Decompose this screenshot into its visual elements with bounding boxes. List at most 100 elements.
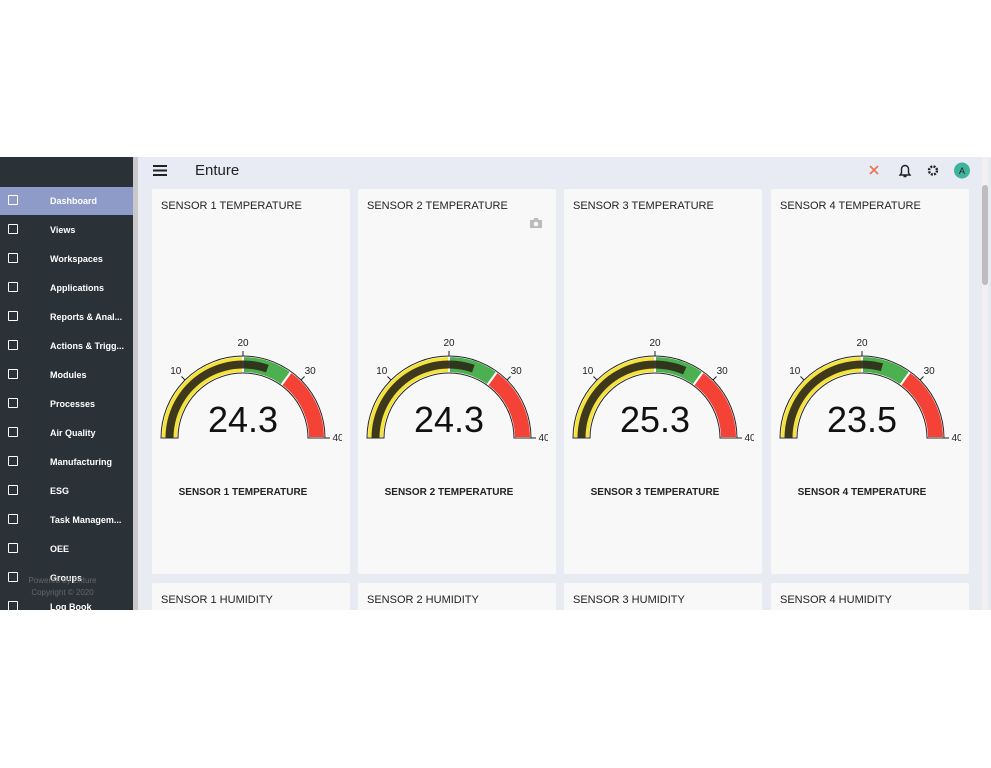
nav-icon bbox=[8, 340, 18, 350]
nav-item[interactable]: Reports & Anal... bbox=[0, 303, 133, 331]
card-title: SENSOR 4 TEMPERATURE bbox=[780, 200, 921, 212]
nav-icon bbox=[8, 253, 18, 263]
nav-label: Dashboard bbox=[50, 196, 98, 206]
nav-item[interactable]: Views bbox=[0, 216, 133, 244]
avatar[interactable] bbox=[954, 162, 970, 179]
gauge-tick-label: 10 bbox=[582, 366, 594, 377]
gauge-tick-label: 10 bbox=[170, 366, 182, 377]
nav-label: Groups bbox=[50, 573, 83, 583]
humidity-card: SENSOR 3 HUMIDITY bbox=[564, 583, 762, 610]
nav-icon bbox=[8, 601, 18, 610]
gauge-tick bbox=[593, 376, 598, 381]
gauge-label: SENSOR 2 TEMPERATURE bbox=[384, 487, 514, 498]
gauge-tick bbox=[300, 376, 305, 381]
gauge-tick-label: 20 bbox=[237, 338, 249, 349]
nav-item[interactable]: Actions & Trigg... bbox=[0, 332, 133, 360]
nav-icon bbox=[8, 427, 18, 437]
gauge-tick-label: 40 bbox=[951, 433, 961, 444]
gauge-tick bbox=[712, 376, 717, 381]
gauge-tick-label: 20 bbox=[443, 338, 455, 349]
gauge-value-bar bbox=[371, 360, 475, 438]
page-scrollbar bbox=[982, 157, 988, 610]
tools-button[interactable] bbox=[869, 165, 879, 175]
gauge-tick-label: 30 bbox=[924, 366, 936, 377]
gauge-value-bar bbox=[577, 360, 687, 438]
nav-item[interactable]: Modules bbox=[0, 361, 133, 389]
gauge-card: SENSOR 2 TEMPERATURE 10 20 30 40 24.3 SENSOR 2… bbox=[358, 189, 556, 574]
gauge-value-bar bbox=[165, 360, 269, 438]
sidebar-scrollbar bbox=[133, 157, 138, 610]
gauge-value: 24.3 bbox=[208, 399, 278, 440]
gauge-card: SENSOR 3 TEMPERATURE 10 20 30 40 25.3 SENSOR 3… bbox=[564, 189, 762, 574]
gauge-tick bbox=[506, 376, 511, 381]
nav-item[interactable]: Processes bbox=[0, 390, 133, 418]
nav-item[interactable]: ESG bbox=[0, 477, 133, 505]
app-title: Enture bbox=[195, 162, 239, 179]
card-title: SENSOR 2 HUMIDITY bbox=[367, 594, 479, 606]
gauge: 10 20 30 40 24.3 bbox=[159, 338, 342, 444]
humidity-card: SENSOR 1 HUMIDITY bbox=[152, 583, 350, 610]
gauge-tick-label: 20 bbox=[856, 338, 868, 349]
gauge-card: SENSOR 4 TEMPERATURE 10 20 30 40 23.5 SENSOR 4… bbox=[771, 189, 969, 574]
card-title: SENSOR 3 TEMPERATURE bbox=[573, 200, 714, 212]
gauge-value-bar bbox=[784, 360, 884, 438]
nav-item[interactable]: Dashboard bbox=[0, 187, 133, 215]
nav-label: Actions & Trigg... bbox=[50, 341, 125, 351]
top-bar-icons: Enture A bbox=[153, 162, 970, 179]
sidebar: Dashboard Views Workspaces Applications Repo… bbox=[0, 157, 133, 610]
gauge-tick bbox=[181, 376, 186, 381]
nav-item[interactable]: Groups bbox=[0, 564, 133, 592]
nav-label: Modules bbox=[50, 370, 87, 380]
card-title: SENSOR 4 HUMIDITY bbox=[780, 594, 892, 606]
nav-label: Views bbox=[50, 225, 76, 235]
gauge-value: 23.5 bbox=[827, 399, 897, 440]
gauge-outline bbox=[366, 355, 532, 439]
camera-lens bbox=[533, 221, 539, 227]
nav-item[interactable]: Workspaces bbox=[0, 245, 133, 273]
notifications-button[interactable] bbox=[898, 164, 912, 178]
gauge-label: SENSOR 1 TEMPERATURE bbox=[178, 487, 308, 498]
gauge-tick-label: 30 bbox=[305, 366, 317, 377]
top-bar: Enture A bbox=[138, 157, 982, 184]
nav-label: Task Managem... bbox=[50, 515, 122, 525]
copyright: Copyright © 2020 bbox=[31, 588, 94, 597]
gauge: 10 20 30 40 23.5 bbox=[778, 338, 961, 444]
avatar-initial: A bbox=[959, 166, 965, 176]
nav-icon bbox=[8, 282, 18, 292]
gauge-tick bbox=[919, 376, 924, 381]
gauge: 10 20 30 40 25.3 bbox=[571, 338, 754, 444]
nav-item[interactable]: Air Quality bbox=[0, 419, 133, 447]
settings-button[interactable] bbox=[927, 165, 939, 176]
gauge-value: 24.3 bbox=[414, 399, 484, 440]
gauge-tick-label: 40 bbox=[538, 433, 548, 444]
gauge-card: SENSOR 1 TEMPERATURE 10 20 30 40 24.3 SENSOR 1… bbox=[152, 189, 350, 574]
nav-item[interactable]: Manufacturing bbox=[0, 448, 133, 476]
gauge-tick-label: 10 bbox=[789, 366, 801, 377]
nav-label: Workspaces bbox=[50, 254, 103, 264]
card-title: SENSOR 1 TEMPERATURE bbox=[161, 200, 302, 212]
powered-by: Powered by Enture bbox=[28, 576, 97, 585]
gauge-outline bbox=[160, 355, 326, 439]
nav-label: ESG bbox=[50, 486, 70, 496]
nav-item[interactable]: Task Managem... bbox=[0, 506, 133, 534]
humidity-card: SENSOR 2 HUMIDITY bbox=[358, 583, 556, 610]
nav-icon bbox=[8, 514, 18, 524]
nav-icon bbox=[8, 311, 18, 321]
gauge-tick-label: 30 bbox=[717, 366, 729, 377]
app: Dashboard Views Workspaces Applications Repo… bbox=[0, 157, 991, 610]
nav-item[interactable]: Applications bbox=[0, 274, 133, 302]
gauge-outline bbox=[572, 355, 738, 439]
nav-icon bbox=[8, 485, 18, 495]
gauge-value: 25.3 bbox=[620, 399, 690, 440]
menu-button[interactable] bbox=[153, 165, 167, 176]
snapshot-button[interactable] bbox=[529, 217, 543, 229]
nav-icon bbox=[8, 398, 18, 408]
nav-item[interactable]: Log Book bbox=[0, 593, 133, 610]
card-title: SENSOR 3 HUMIDITY bbox=[573, 594, 685, 606]
nav-item[interactable]: OEE bbox=[0, 535, 133, 563]
nav-label: Manufacturing bbox=[50, 457, 112, 467]
gauge-tick bbox=[387, 376, 392, 381]
gauge-label: SENSOR 4 TEMPERATURE bbox=[797, 487, 927, 498]
nav-label: Applications bbox=[50, 283, 105, 293]
nav-label: Reports & Anal... bbox=[50, 312, 123, 322]
